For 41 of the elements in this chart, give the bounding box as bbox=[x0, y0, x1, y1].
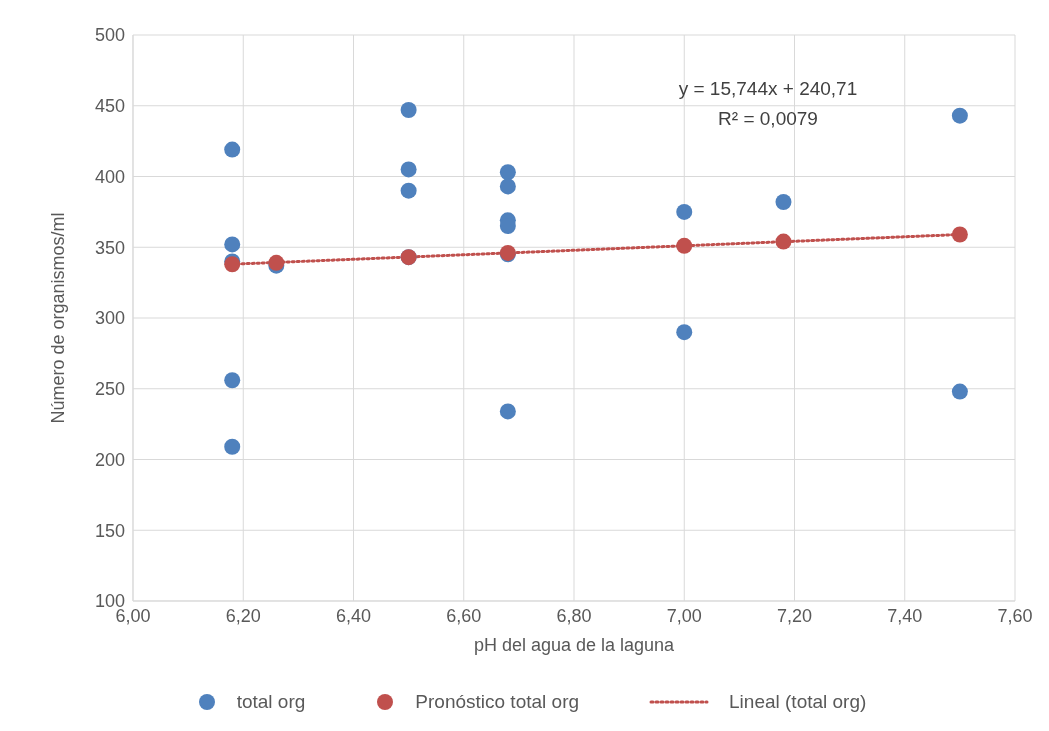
x-tick-label: 6,40 bbox=[335, 605, 372, 626]
point bbox=[499, 178, 516, 195]
annotation: y = 15,744x + 240,71 bbox=[677, 78, 859, 100]
point bbox=[775, 193, 792, 210]
point bbox=[676, 324, 693, 341]
point bbox=[951, 107, 968, 124]
y-tick-label: 400 bbox=[94, 166, 125, 187]
y-tick-label: 250 bbox=[94, 379, 125, 400]
point bbox=[400, 161, 417, 178]
y-tick-label: 200 bbox=[94, 449, 125, 470]
x-axis-title: pH del agua de la laguna bbox=[473, 635, 676, 655]
point bbox=[400, 102, 417, 118]
y-tick-label: 500 bbox=[94, 25, 125, 46]
y-tick-label: 450 bbox=[94, 96, 125, 117]
point bbox=[224, 236, 241, 253]
x-tick-label: 6,80 bbox=[556, 605, 592, 626]
x-tick-label: 7,40 bbox=[887, 605, 923, 626]
x-tick-label: 7,20 bbox=[776, 605, 813, 626]
point bbox=[676, 203, 693, 220]
y-tick-label: 150 bbox=[94, 520, 125, 541]
point bbox=[676, 237, 693, 254]
point bbox=[499, 403, 516, 420]
point bbox=[951, 226, 968, 243]
y-axis-title: Número de organismos/ml bbox=[48, 212, 69, 424]
x-tick-label: 6,20 bbox=[225, 605, 261, 626]
legend-label: total org bbox=[236, 691, 306, 713]
point bbox=[224, 438, 241, 455]
y-tick-label: 300 bbox=[94, 308, 125, 329]
x-tick-label: 6,60 bbox=[446, 605, 482, 626]
point bbox=[775, 233, 792, 250]
point bbox=[400, 182, 417, 199]
point bbox=[951, 383, 968, 400]
x-tick-label: 7,60 bbox=[997, 605, 1033, 626]
legend-label: Pronóstico total org bbox=[415, 691, 580, 713]
annotation: R² = 0,0079 bbox=[717, 108, 819, 130]
point bbox=[224, 372, 241, 389]
point bbox=[224, 141, 241, 158]
x-tick-label: 7,00 bbox=[666, 605, 702, 626]
legend-label: Lineal (total org) bbox=[729, 691, 867, 713]
point bbox=[499, 164, 516, 181]
y-tick-label: 350 bbox=[94, 237, 125, 258]
